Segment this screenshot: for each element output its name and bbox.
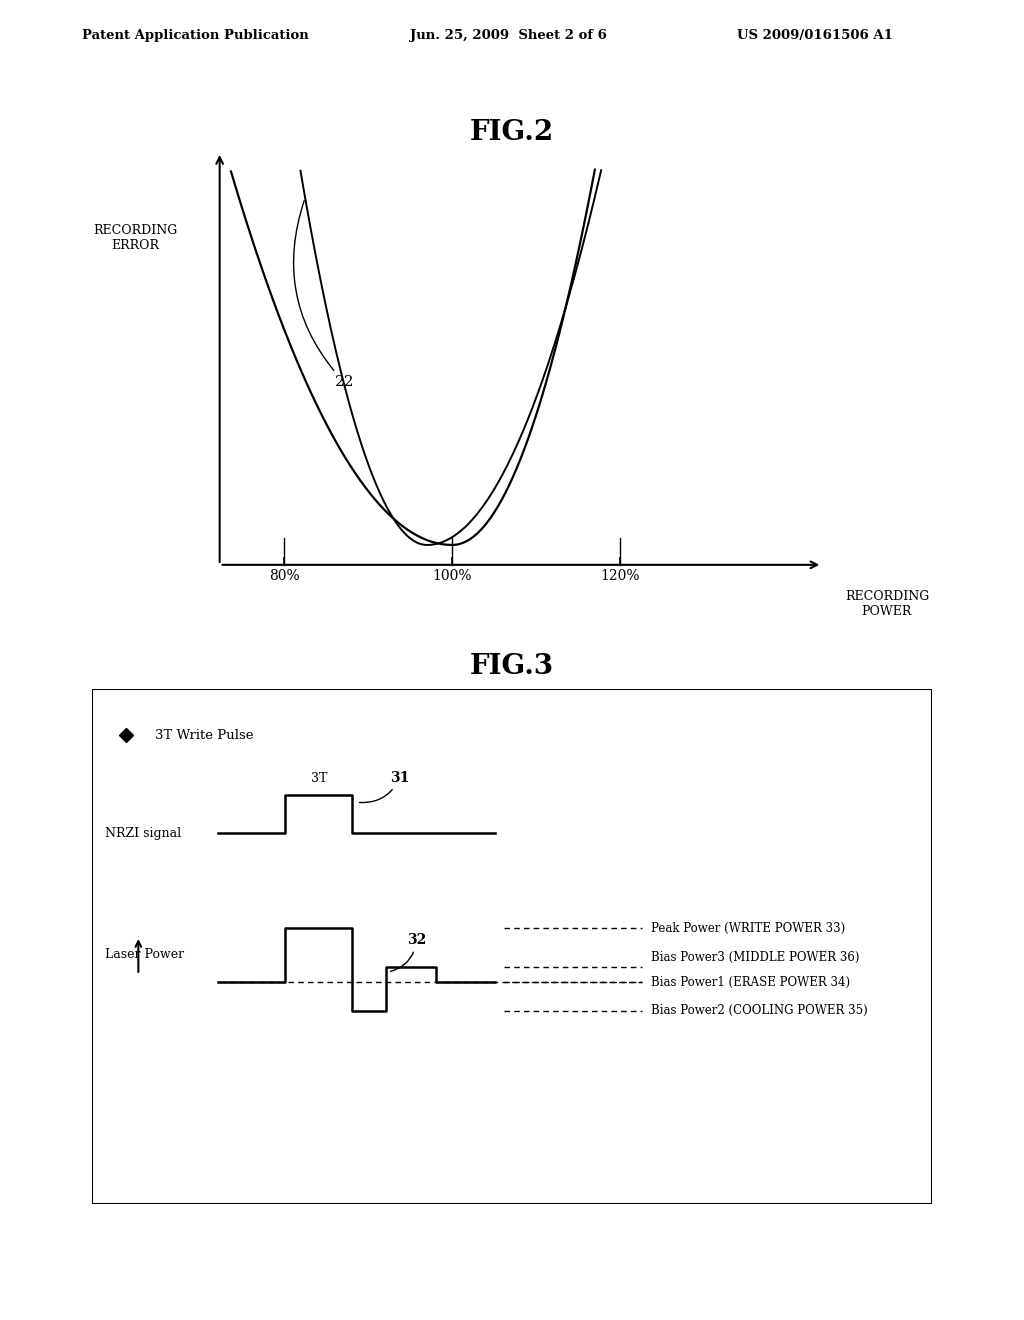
Text: 3T: 3T — [310, 772, 327, 785]
Text: FIG.2: FIG.2 — [470, 119, 554, 145]
Text: US 2009/0161506 A1: US 2009/0161506 A1 — [737, 29, 893, 42]
Text: Patent Application Publication: Patent Application Publication — [82, 29, 308, 42]
Text: FIG.3: FIG.3 — [470, 653, 554, 680]
Text: RECORDING
POWER: RECORDING POWER — [845, 590, 929, 618]
Text: NRZI signal: NRZI signal — [104, 826, 181, 840]
Text: 3T Write Pulse: 3T Write Pulse — [156, 729, 254, 742]
Text: Bias Power1 (ERASE POWER 34): Bias Power1 (ERASE POWER 34) — [650, 975, 850, 989]
Text: Bias Power3 (MIDDLE POWER 36): Bias Power3 (MIDDLE POWER 36) — [650, 952, 859, 965]
Text: Bias Power2 (COOLING POWER 35): Bias Power2 (COOLING POWER 35) — [650, 1005, 867, 1018]
Text: 32: 32 — [390, 933, 426, 972]
Text: Peak Power (WRITE POWER 33): Peak Power (WRITE POWER 33) — [650, 921, 845, 935]
Text: RECORDING
ERROR: RECORDING ERROR — [93, 223, 177, 252]
Text: 22: 22 — [294, 201, 354, 389]
Text: Jun. 25, 2009  Sheet 2 of 6: Jun. 25, 2009 Sheet 2 of 6 — [410, 29, 606, 42]
Text: Laser Power: Laser Power — [104, 948, 184, 961]
Text: 31: 31 — [359, 771, 410, 803]
